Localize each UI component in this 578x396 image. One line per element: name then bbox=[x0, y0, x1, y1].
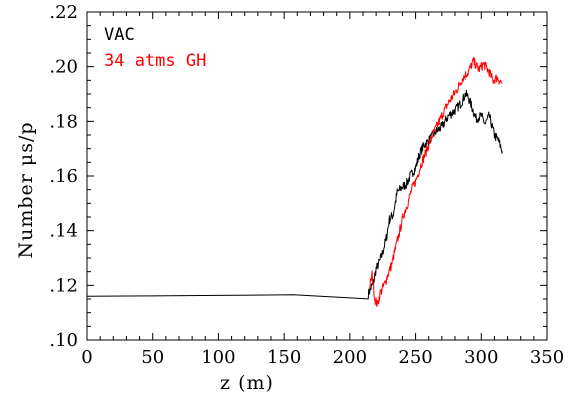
series-line-2 bbox=[369, 56, 503, 307]
x-tick-label: 350 bbox=[530, 347, 564, 368]
x-tick-label: 300 bbox=[464, 347, 498, 368]
series-line-1 bbox=[86, 89, 503, 300]
y-tick-label: .22 bbox=[49, 2, 78, 23]
y-axis-title: Number μs/p bbox=[15, 121, 37, 258]
x-tick-label: 250 bbox=[398, 347, 432, 368]
y-axis: .10 .12 .14 .16 .18 .20 .22 bbox=[49, 2, 547, 351]
x-axis: 0 50 100 150 200 250 300 350 bbox=[81, 12, 564, 368]
x-tick-label: 200 bbox=[333, 347, 367, 368]
y-tick-label: .14 bbox=[49, 221, 78, 242]
legend-entry-2: 34 atms GH bbox=[104, 51, 206, 71]
y-tick-label: .16 bbox=[49, 166, 78, 187]
x-tick-label: 150 bbox=[267, 347, 301, 368]
x-tick-label: 100 bbox=[201, 347, 235, 368]
legend-entry-1: VAC bbox=[104, 25, 135, 45]
x-tick-label: 50 bbox=[141, 347, 164, 368]
y-tick-label: .18 bbox=[49, 111, 78, 132]
y-tick-label: .20 bbox=[49, 57, 78, 78]
series-layer bbox=[86, 56, 503, 307]
x-axis-title: z (m) bbox=[220, 372, 274, 394]
y-tick-label: .10 bbox=[49, 330, 78, 351]
x-tick-label: 0 bbox=[81, 347, 92, 368]
legend: VAC 34 atms GH bbox=[104, 25, 206, 71]
y-tick-label: .12 bbox=[49, 275, 78, 296]
